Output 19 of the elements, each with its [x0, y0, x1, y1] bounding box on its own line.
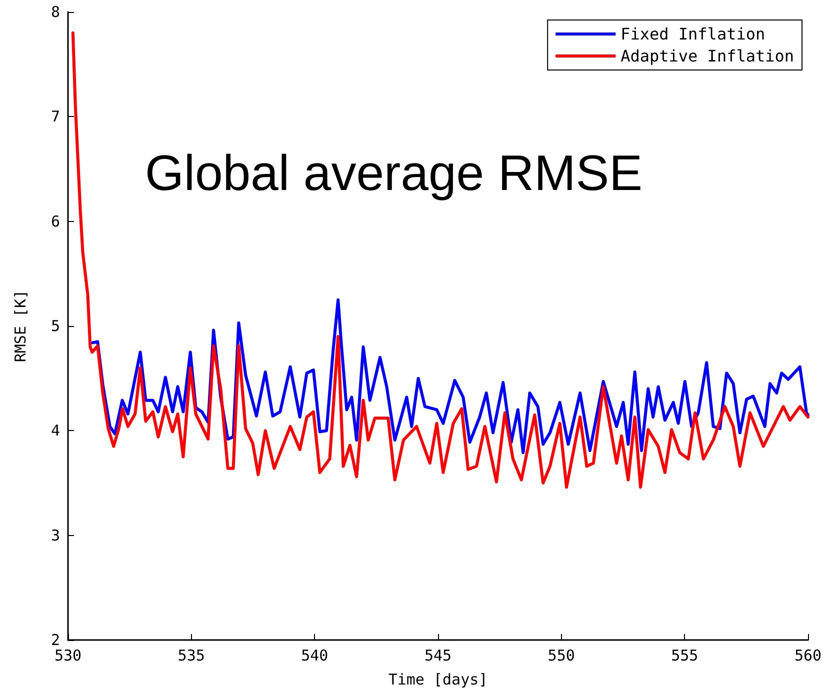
legend-label: Adaptive Inflation	[620, 46, 794, 66]
y-tick-label: 6	[50, 212, 60, 230]
y-tick-label: 7	[50, 108, 60, 126]
y-tick-label: 3	[50, 526, 60, 544]
y-tick-label: 5	[50, 317, 60, 335]
annotation: Global average RMSE	[145, 145, 642, 201]
legend-label: Fixed Inflation	[620, 24, 766, 44]
x-tick-label: 545	[424, 646, 452, 664]
x-axis-title: Time [days]	[388, 670, 488, 688]
x-tick-label: 560	[794, 646, 822, 664]
y-tick-label: 4	[50, 422, 60, 440]
y-tick-label: 2	[50, 631, 60, 649]
y-axis-title: RMSE [K]	[12, 290, 30, 362]
x-tick-label: 555	[671, 646, 698, 664]
x-tick-label: 540	[301, 646, 328, 664]
x-tick-label: 535	[178, 646, 205, 664]
y-tick-label: 8	[50, 3, 60, 21]
x-tick-label: 530	[54, 646, 82, 664]
x-tick-label: 550	[548, 646, 575, 664]
